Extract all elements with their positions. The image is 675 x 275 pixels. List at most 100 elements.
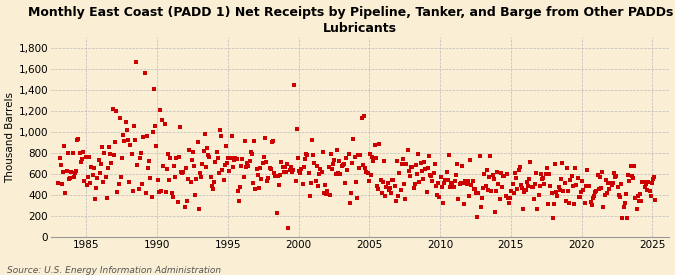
Point: [295, 171, 306, 175]
Point: [597, 169, 608, 174]
Point: [125, 142, 136, 147]
Point: [485, 153, 495, 158]
Point: [611, 174, 622, 178]
Point: [518, 207, 529, 211]
Point: [302, 153, 313, 158]
Point: [618, 205, 629, 209]
Point: [120, 120, 131, 125]
Point: [205, 175, 216, 180]
Point: [328, 161, 339, 166]
Point: [130, 138, 140, 142]
Point: [144, 159, 155, 163]
Point: [493, 181, 504, 186]
Point: [606, 183, 617, 187]
Point: [632, 193, 643, 198]
Point: [315, 167, 326, 171]
Point: [76, 157, 87, 161]
Point: [366, 173, 377, 178]
Point: [643, 180, 653, 184]
Point: [364, 152, 375, 156]
Point: [240, 164, 251, 169]
Point: [223, 156, 234, 161]
Point: [358, 114, 369, 119]
Point: [264, 166, 275, 170]
Point: [481, 168, 492, 172]
Point: [537, 177, 547, 181]
Point: [631, 206, 642, 211]
Point: [71, 169, 82, 174]
Point: [175, 125, 186, 129]
Point: [221, 144, 232, 148]
Point: [596, 185, 607, 190]
Point: [516, 186, 527, 190]
Point: [367, 155, 377, 159]
Point: [76, 160, 86, 164]
Point: [442, 177, 453, 182]
Point: [464, 194, 475, 199]
Point: [571, 183, 582, 187]
Point: [171, 156, 182, 161]
Point: [392, 159, 402, 163]
Point: [579, 201, 590, 205]
Point: [90, 197, 101, 201]
Point: [467, 179, 478, 183]
Point: [435, 174, 446, 179]
Point: [90, 186, 101, 191]
Point: [238, 175, 249, 179]
Point: [292, 126, 302, 131]
Point: [73, 137, 84, 142]
Point: [381, 185, 392, 189]
Point: [593, 187, 604, 192]
Point: [242, 160, 252, 165]
Point: [421, 189, 432, 194]
Point: [155, 108, 165, 112]
Point: [388, 178, 399, 182]
Point: [240, 139, 250, 143]
Y-axis label: Thousand Barrels: Thousand Barrels: [5, 92, 16, 183]
Point: [348, 137, 359, 141]
Point: [578, 188, 589, 192]
Point: [554, 185, 564, 189]
Point: [489, 210, 500, 214]
Point: [461, 182, 472, 186]
Point: [580, 183, 591, 188]
Point: [156, 189, 167, 193]
Point: [497, 185, 508, 189]
Point: [398, 157, 408, 162]
Point: [325, 192, 335, 197]
Point: [211, 150, 222, 154]
Point: [262, 179, 273, 183]
Point: [335, 172, 346, 177]
Point: [327, 167, 338, 171]
Point: [521, 180, 532, 184]
Point: [173, 155, 184, 160]
Point: [507, 182, 518, 186]
Point: [86, 164, 97, 169]
Point: [620, 201, 630, 205]
Point: [549, 161, 560, 166]
Point: [543, 202, 554, 206]
Point: [290, 178, 301, 183]
Point: [562, 165, 572, 170]
Point: [582, 168, 593, 172]
Point: [529, 196, 539, 201]
Point: [342, 168, 353, 172]
Point: [100, 175, 111, 180]
Point: [545, 184, 556, 189]
Point: [217, 168, 227, 173]
Point: [85, 181, 96, 185]
Point: [385, 191, 396, 196]
Point: [462, 179, 473, 184]
Point: [617, 216, 628, 221]
Point: [400, 197, 410, 201]
Point: [286, 164, 296, 169]
Point: [416, 168, 427, 173]
Point: [346, 190, 356, 195]
Point: [282, 162, 293, 166]
Point: [584, 184, 595, 188]
Point: [546, 191, 557, 195]
Point: [616, 182, 626, 186]
Point: [263, 176, 274, 180]
Point: [172, 200, 183, 204]
Point: [347, 161, 358, 166]
